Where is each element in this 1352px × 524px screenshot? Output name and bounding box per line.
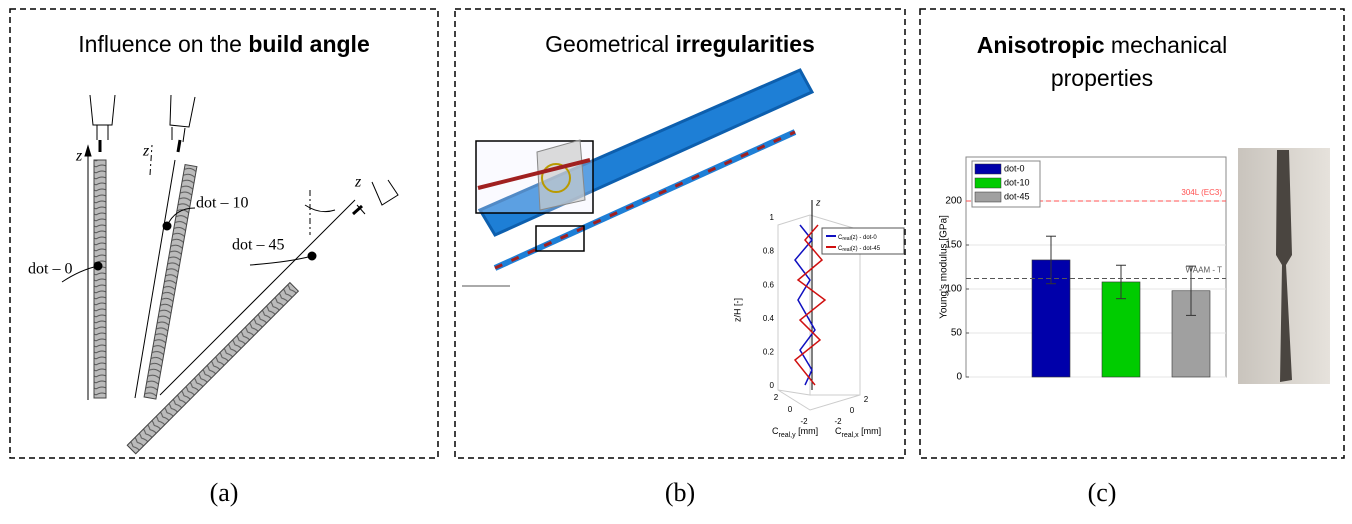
y-tick-label: 0 xyxy=(956,372,962,383)
legend-entry: dot-45 xyxy=(1004,191,1030,201)
z-tick-label: 0.2 xyxy=(763,348,775,357)
reference-label: WAAM - T xyxy=(1186,266,1223,275)
axis-label: z xyxy=(354,174,362,191)
panel-caption: (c) xyxy=(1088,478,1117,507)
y-axis-label: Young's modulus [GPa] xyxy=(939,215,950,319)
axis-label: Creal,x [mm] xyxy=(835,426,881,438)
z-tick-label: 1 xyxy=(770,213,775,222)
x-tick-label: 2 xyxy=(864,395,869,404)
y-tick-label: 50 xyxy=(951,328,963,339)
diagram-label: dot – 0 xyxy=(28,261,72,278)
legend-swatch xyxy=(974,191,1002,203)
diagram-label: dot – 10 xyxy=(196,195,248,212)
panel-title: Influence on the build angle xyxy=(78,31,369,57)
panel-caption: (b) xyxy=(665,478,695,507)
legend-entry: Creal(z) - dot-0 xyxy=(838,235,877,243)
legend-entry: dot-0 xyxy=(1004,163,1025,173)
panel-frame xyxy=(919,8,1345,459)
diagram-label: dot – 45 xyxy=(232,237,284,254)
panel-frame xyxy=(9,8,439,459)
axis-label: z xyxy=(142,143,150,160)
y-tick-label: 100 xyxy=(945,284,962,295)
z-tick-label: 0.6 xyxy=(763,280,775,289)
bar-chart: 0 50 100 150 200 Young's modulus [GPa] 304L (E… xyxy=(939,156,1227,383)
panel-title: Anisotropic mechanical xyxy=(977,32,1228,58)
panel-frame xyxy=(454,8,906,459)
z-tick-label: 0.4 xyxy=(763,314,775,323)
panel-caption: (a) xyxy=(210,478,239,507)
x-tick-label: 0 xyxy=(850,406,855,415)
panel-title: Geometrical irregularities xyxy=(545,31,815,57)
axis-label: z xyxy=(815,197,821,207)
x-tick-label: -2 xyxy=(834,417,842,426)
z-tick-label: 0.8 xyxy=(763,247,775,256)
panel-title: properties xyxy=(1051,65,1153,91)
y-tick-label: 0 xyxy=(788,405,793,414)
legend-entry: Creal(z) - dot-45 xyxy=(838,246,881,254)
y-tick-label: -2 xyxy=(800,417,808,426)
reference-label: 304L (EC3) xyxy=(1181,188,1222,197)
trajectory-plot xyxy=(777,200,905,411)
legend-swatch xyxy=(974,163,1002,175)
y-tick-label: 2 xyxy=(774,393,779,402)
axis-label: Creal,y [mm] xyxy=(772,426,818,438)
legend-swatch xyxy=(974,177,1002,189)
scan-illustration xyxy=(462,68,815,287)
specimen-photo xyxy=(1238,148,1330,384)
y-tick-label: 150 xyxy=(945,240,962,251)
z-tick-label: 0 xyxy=(770,381,775,390)
build-angle-diagram xyxy=(61,94,399,455)
legend-entry: dot-10 xyxy=(1004,177,1030,187)
axis-label: z/H [-] xyxy=(732,298,742,322)
y-tick-label: 200 xyxy=(945,196,962,207)
axis-label: z xyxy=(75,148,83,165)
